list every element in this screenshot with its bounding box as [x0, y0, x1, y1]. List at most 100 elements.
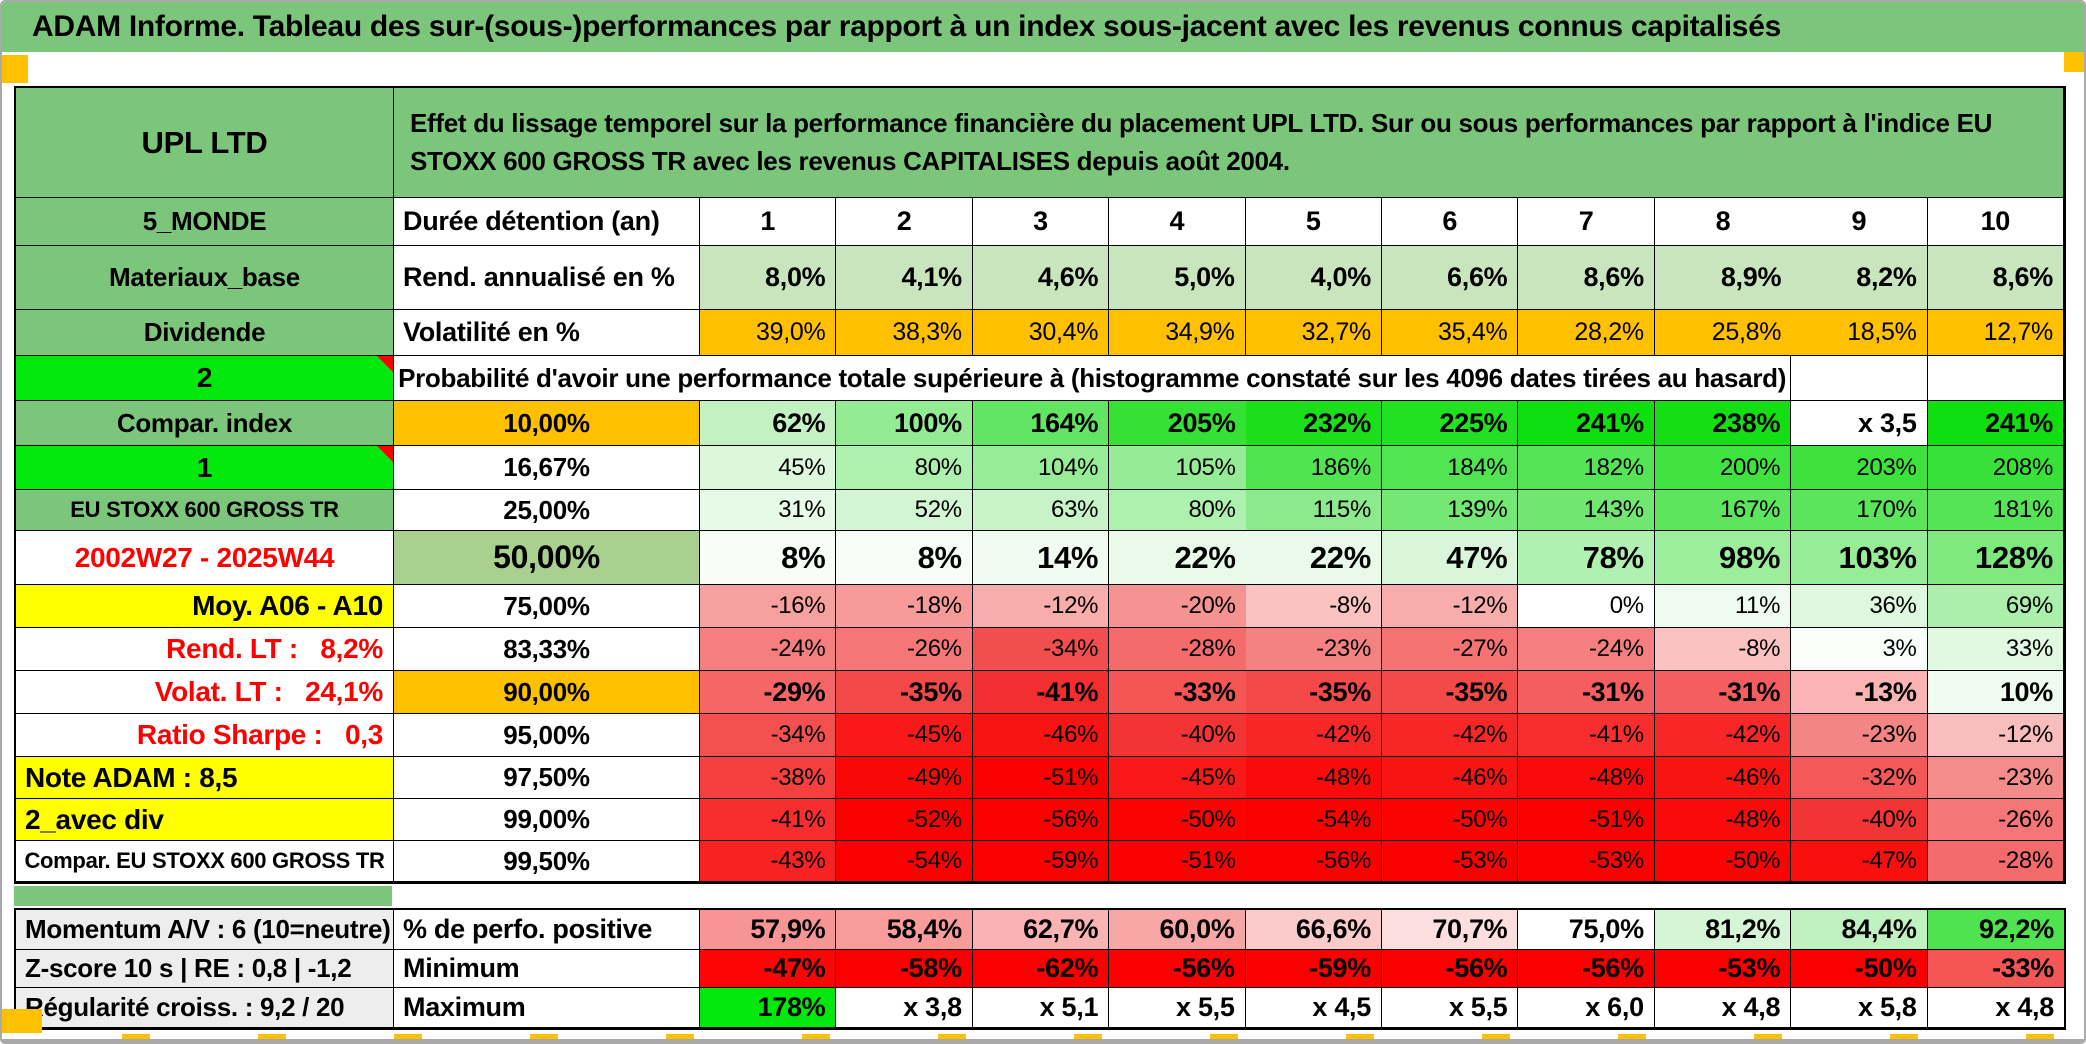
row-label-cell[interactable]: 5_MONDE [16, 198, 394, 246]
data-cell[interactable]: 33% [1927, 628, 2064, 671]
data-cell[interactable]: -20% [1109, 585, 1246, 628]
data-cell[interactable]: -58% [836, 950, 973, 988]
data-cell[interactable]: -40% [1791, 799, 1928, 841]
data-cell[interactable]: x 5,5 [1381, 988, 1519, 1028]
data-cell[interactable]: 8,0% [700, 246, 837, 310]
data-cell[interactable]: 241% [1518, 401, 1655, 446]
data-cell[interactable]: 25,8% [1654, 310, 1792, 356]
data-cell[interactable]: 47% [1381, 531, 1519, 585]
data-cell[interactable]: -28% [1109, 628, 1246, 671]
data-cell[interactable]: 62,7% [972, 910, 1110, 950]
data-cell[interactable]: 58,4% [836, 910, 973, 950]
data-cell[interactable]: -56% [1381, 950, 1519, 988]
data-cell[interactable]: 241% [1927, 401, 2064, 446]
threshold-cell[interactable]: 99,50% [394, 841, 700, 882]
row-label-cell[interactable]: 1 [16, 446, 394, 490]
data-cell[interactable]: x 4,8 [1927, 988, 2064, 1028]
data-cell[interactable]: -62% [972, 950, 1110, 988]
data-cell[interactable]: -53% [1518, 841, 1655, 882]
data-cell[interactable]: -56% [972, 799, 1110, 841]
data-cell[interactable]: 28,2% [1518, 310, 1655, 356]
data-cell[interactable]: 80% [836, 446, 973, 490]
data-cell[interactable]: -59% [1245, 950, 1382, 988]
data-cell[interactable]: -23% [1791, 714, 1928, 757]
data-cell[interactable]: -51% [1109, 841, 1246, 882]
data-cell[interactable]: -33% [1927, 950, 2064, 988]
data-cell[interactable]: 84,4% [1791, 910, 1928, 950]
data-cell[interactable]: -48% [1654, 799, 1792, 841]
data-cell[interactable]: -54% [836, 841, 973, 882]
row-label-cell[interactable]: Momentum A/V : 6 (10=neutre) [16, 910, 394, 950]
empty-cell[interactable] [1791, 356, 1928, 401]
data-cell[interactable]: 200% [1654, 446, 1792, 490]
data-cell[interactable]: 181% [1927, 490, 2064, 531]
data-cell[interactable]: 32,7% [1245, 310, 1382, 356]
data-cell[interactable]: 9 [1791, 198, 1928, 246]
data-cell[interactable]: 4,1% [836, 246, 973, 310]
data-cell[interactable]: -50% [1381, 799, 1519, 841]
data-cell[interactable]: x 5,1 [972, 988, 1110, 1028]
data-cell[interactable]: 6 [1381, 198, 1519, 246]
data-cell[interactable]: 10 [1927, 198, 2064, 246]
data-cell[interactable]: 115% [1245, 490, 1382, 531]
data-cell[interactable]: -51% [972, 757, 1110, 799]
threshold-cell[interactable]: 50,00% [394, 531, 700, 585]
data-cell[interactable]: -41% [1518, 714, 1655, 757]
threshold-cell[interactable]: 99,00% [394, 799, 700, 841]
data-cell[interactable]: 14% [972, 531, 1110, 585]
data-cell[interactable]: 5,0% [1109, 246, 1246, 310]
data-cell[interactable]: -26% [1927, 799, 2064, 841]
data-cell[interactable]: -31% [1518, 671, 1655, 714]
threshold-cell[interactable]: 16,67% [394, 446, 700, 490]
data-cell[interactable]: 164% [972, 401, 1110, 446]
threshold-cell[interactable]: 75,00% [394, 585, 700, 628]
data-cell[interactable]: 0% [1518, 585, 1655, 628]
data-cell[interactable]: 225% [1381, 401, 1519, 446]
data-cell[interactable]: -35% [1245, 671, 1382, 714]
row-label-cell[interactable]: Dividende [16, 310, 394, 356]
data-cell[interactable]: -18% [836, 585, 973, 628]
data-cell[interactable]: x 5,5 [1109, 988, 1246, 1028]
data-cell[interactable]: 69% [1927, 585, 2064, 628]
threshold-cell[interactable]: 10,00% [394, 401, 700, 446]
data-cell[interactable]: -32% [1791, 757, 1928, 799]
data-cell[interactable]: -41% [700, 799, 837, 841]
data-cell[interactable]: -12% [1927, 714, 2064, 757]
data-cell[interactable]: 203% [1791, 446, 1928, 490]
data-cell[interactable]: 8% [700, 531, 837, 585]
data-cell[interactable]: 208% [1927, 446, 2064, 490]
data-cell[interactable]: -31% [1654, 671, 1792, 714]
data-cell[interactable]: 92,2% [1927, 910, 2064, 950]
data-cell[interactable]: 11% [1654, 585, 1792, 628]
data-cell[interactable]: -42% [1654, 714, 1792, 757]
data-cell[interactable]: -29% [700, 671, 837, 714]
data-cell[interactable]: 103% [1791, 531, 1928, 585]
data-cell[interactable]: -33% [1109, 671, 1246, 714]
data-cell[interactable]: -46% [1381, 757, 1519, 799]
data-cell[interactable]: -48% [1518, 757, 1655, 799]
data-cell[interactable]: 98% [1654, 531, 1792, 585]
data-cell[interactable]: 8,6% [1518, 246, 1655, 310]
data-cell[interactable]: -47% [700, 950, 837, 988]
data-cell[interactable]: -34% [972, 628, 1110, 671]
data-cell[interactable]: 105% [1109, 446, 1246, 490]
data-cell[interactable]: 182% [1518, 446, 1655, 490]
data-cell[interactable]: -51% [1518, 799, 1655, 841]
data-cell[interactable]: -56% [1245, 841, 1382, 882]
data-cell[interactable]: 3% [1791, 628, 1928, 671]
row-label-cell[interactable]: Note ADAM : 8,5 [16, 757, 394, 799]
data-cell[interactable]: -54% [1245, 799, 1382, 841]
row-label-cell[interactable]: Compar. EU STOXX 600 GROSS TR [16, 841, 394, 882]
data-cell[interactable]: 75,0% [1518, 910, 1655, 950]
data-cell[interactable]: 35,4% [1381, 310, 1519, 356]
data-cell[interactable]: -59% [972, 841, 1110, 882]
data-cell[interactable]: 3 [972, 198, 1110, 246]
data-cell[interactable]: -40% [1109, 714, 1246, 757]
threshold-cell[interactable]: Rend. annualisé en % [394, 246, 700, 310]
data-cell[interactable]: -28% [1927, 841, 2064, 882]
data-cell[interactable]: 39,0% [700, 310, 837, 356]
data-cell[interactable]: 31% [700, 490, 837, 531]
data-cell[interactable]: x 4,5 [1245, 988, 1382, 1028]
row-label-cell[interactable]: Rend. LT : 8,2% [16, 628, 394, 671]
data-cell[interactable]: x 4,8 [1654, 988, 1792, 1028]
